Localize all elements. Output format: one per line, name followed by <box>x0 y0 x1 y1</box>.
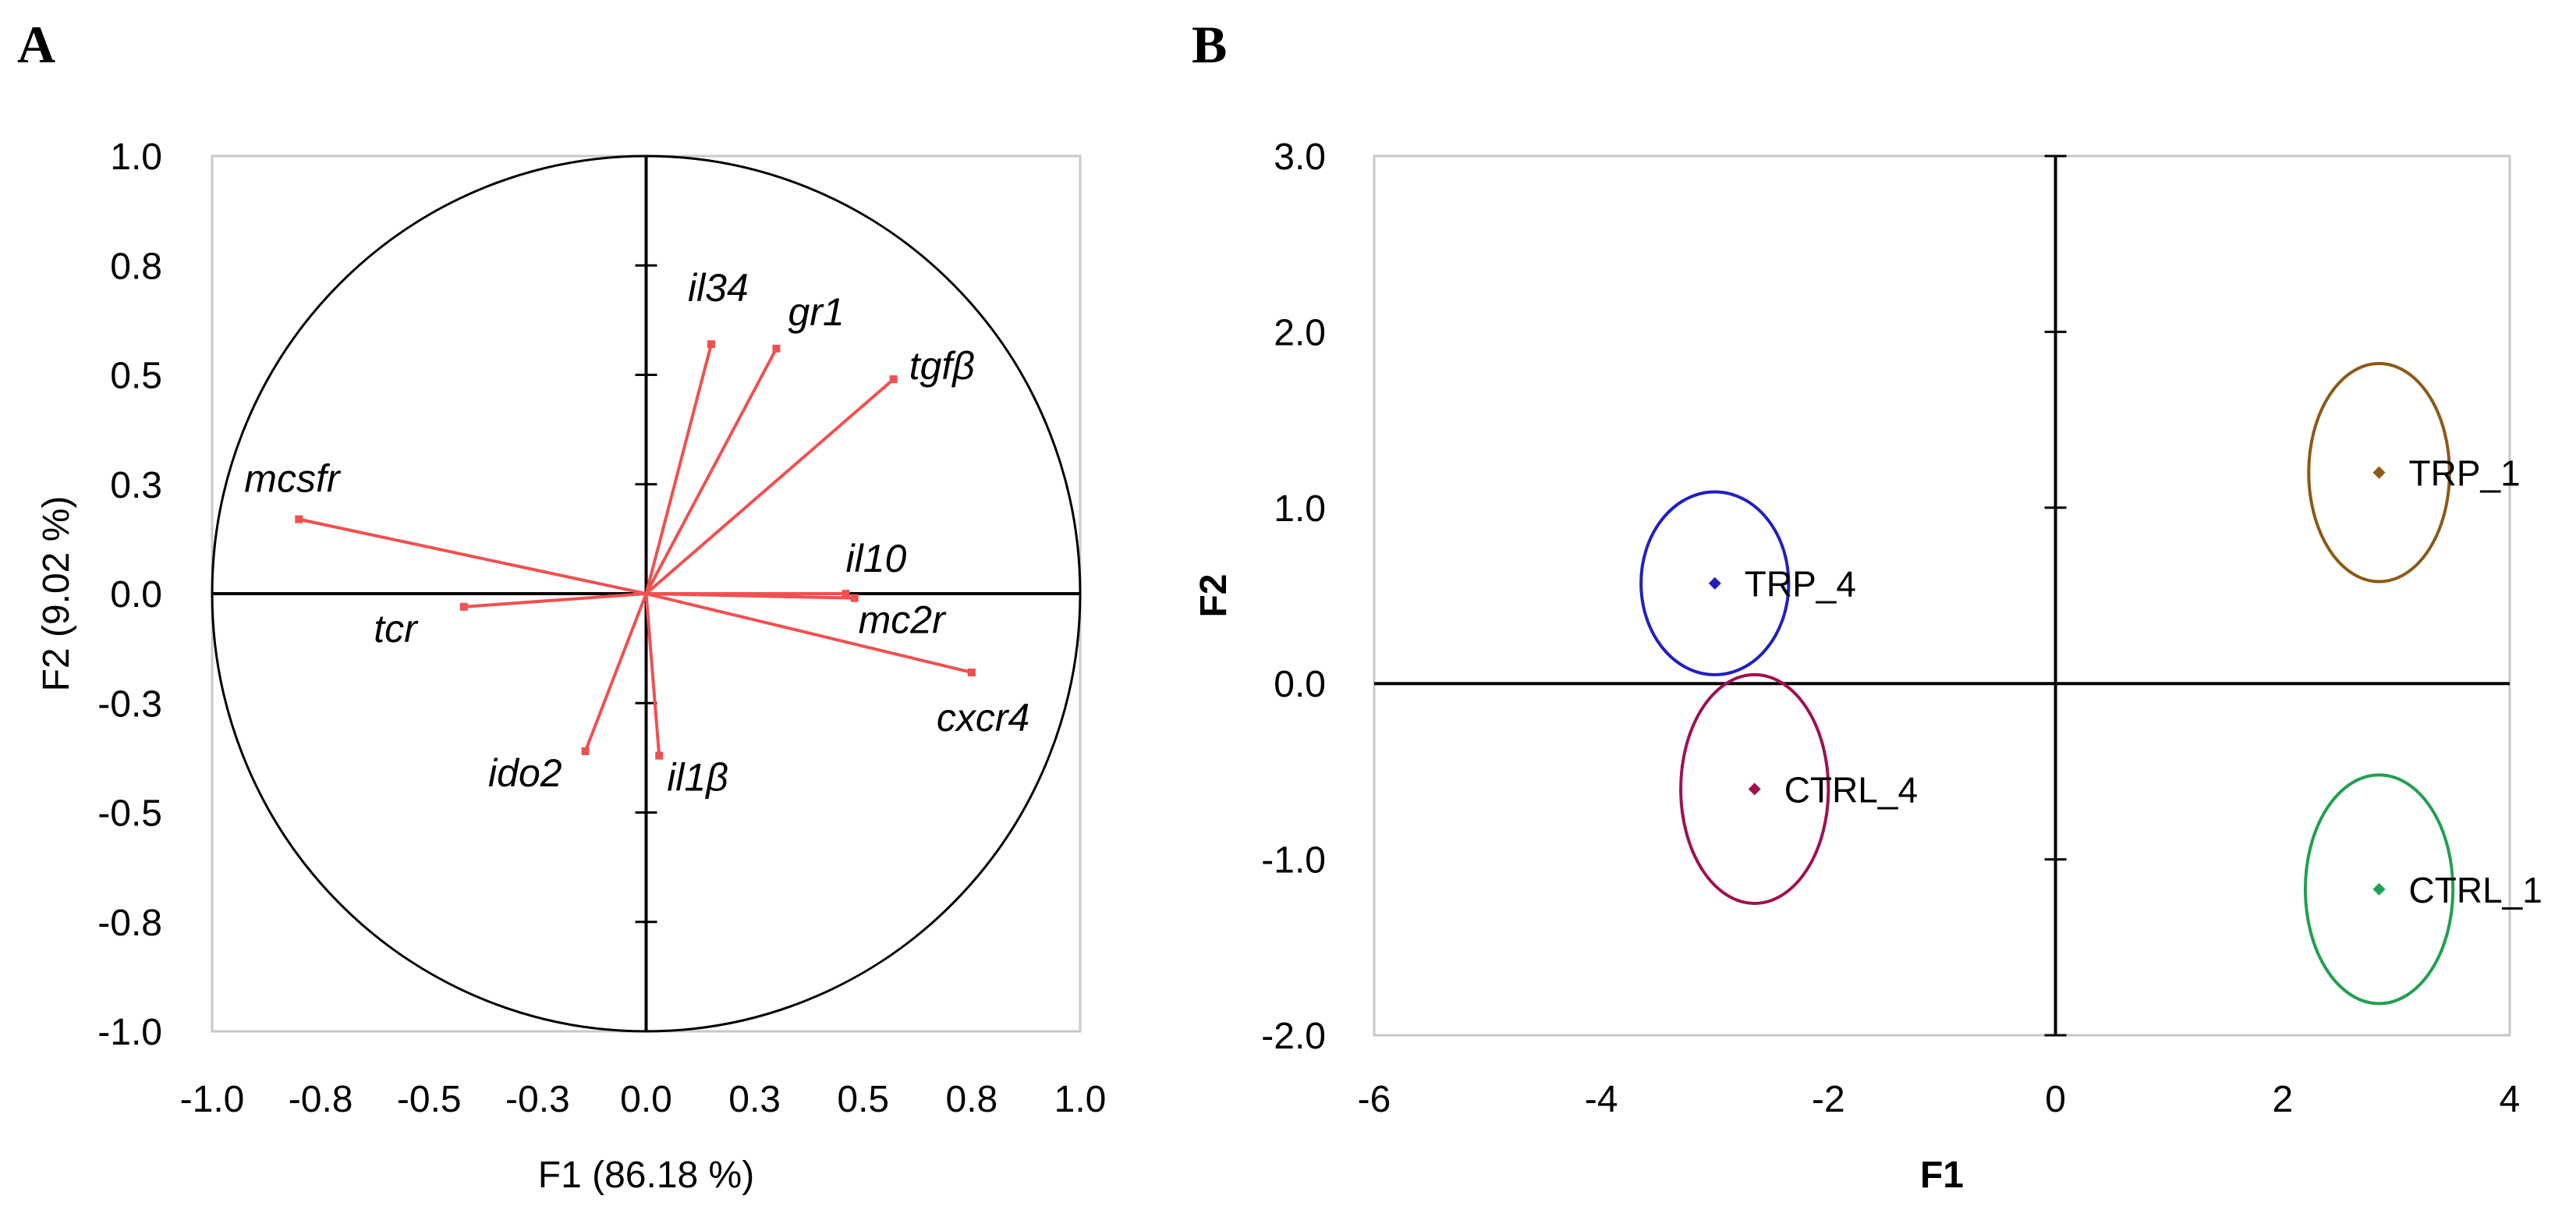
x-axis-title-b: F1 <box>1920 1155 1964 1196</box>
x-tick-label-a: 1.0 <box>1054 1079 1107 1120</box>
y-axis-title-b: F2 <box>1193 573 1235 617</box>
vector-label-2: tgfβ <box>909 344 975 388</box>
y-tick-label-a: -0.8 <box>97 903 162 944</box>
x-tick-label-a: 0.3 <box>728 1079 781 1120</box>
confidence-ellipse-0 <box>1639 490 1791 676</box>
group-label-0: TRP_4 <box>1745 564 1856 605</box>
y-tick-label-a: 0.3 <box>110 465 162 506</box>
y-tick-label-b: 0.0 <box>1274 664 1326 705</box>
x-tick-label-a: 0.8 <box>946 1079 998 1120</box>
vector-label-7: cxcr4 <box>937 696 1029 740</box>
y-tick-label-a: -0.3 <box>97 683 162 725</box>
vector-label-0: il34 <box>688 266 749 310</box>
confidence-ellipse-3 <box>2303 773 2455 1006</box>
x-tick-label-b: -4 <box>1585 1079 1618 1120</box>
score-plot-chart: -6 -4 -2 0 2 4 -2.0 -1.0 0.0 1.0 2.0 3.0 F1 F2 TRP_4 CT… <box>1193 137 2542 1196</box>
vector-1 <box>644 347 778 594</box>
vector-label-4: il10 <box>845 537 906 580</box>
vector-6 <box>646 592 855 600</box>
y-tick-label-a: 1.0 <box>110 137 162 178</box>
group-centroid-marker-2 <box>2372 466 2386 479</box>
vector-0 <box>644 343 713 594</box>
x-tick-label-a: -0.3 <box>505 1079 570 1120</box>
x-tick-label-b: -2 <box>1812 1079 1845 1120</box>
panel-b-letter: B <box>1192 15 1227 74</box>
vector-label-5: tcr <box>374 607 419 651</box>
y-tick-label-b: 2.0 <box>1274 312 1326 353</box>
y-tick-label-b: 3.0 <box>1274 137 1326 178</box>
vector-end-marker-9 <box>655 751 664 760</box>
group-centroid-marker-1 <box>1748 782 1761 796</box>
y-tick-label-a: 0.0 <box>110 574 162 616</box>
vector-label-1: gr1 <box>788 290 844 334</box>
x-tick-label-a: 0.0 <box>620 1079 672 1120</box>
x-tick-label-a: 0.5 <box>837 1079 889 1120</box>
y-tick-label-b: -2.0 <box>1261 1016 1326 1057</box>
x-axis-title-a: F1 (86.18 %) <box>538 1155 754 1196</box>
y-tick-label-a: -1.0 <box>97 1012 162 1053</box>
x-tick-label-b: 0 <box>2045 1079 2066 1120</box>
x-tick-label-a: -0.8 <box>289 1079 353 1120</box>
y-tick-label-a: 0.8 <box>110 246 162 287</box>
vector-5 <box>463 592 647 608</box>
group-label-2: TRP_1 <box>2409 453 2521 494</box>
vector-3 <box>298 517 647 595</box>
vector-end-marker-7 <box>967 668 976 676</box>
group-centroid-marker-3 <box>2372 882 2386 896</box>
vector-7 <box>646 592 973 674</box>
x-tick-label-a: -0.5 <box>397 1079 462 1120</box>
vector-label-3: mcsfr <box>244 457 342 501</box>
vector-9 <box>644 593 661 756</box>
vector-end-marker-6 <box>850 594 859 602</box>
vector-end-marker-1 <box>772 344 781 353</box>
x-tick-label-b: -6 <box>1358 1079 1391 1120</box>
vector-end-marker-0 <box>707 340 715 349</box>
vector-end-marker-5 <box>459 602 468 611</box>
group-label-3: CTRL_1 <box>2409 870 2542 910</box>
vector-label-6: mc2r <box>859 598 947 642</box>
y-axis-title-a: F2 (9.02 %) <box>36 496 77 692</box>
y-tick-label-b: -1.0 <box>1261 840 1326 882</box>
vector-end-marker-3 <box>295 515 303 523</box>
y-tick-label-a: 0.5 <box>110 356 162 397</box>
group-label-1: CTRL_4 <box>1784 769 1918 810</box>
x-tick-label-b: 2 <box>2272 1079 2293 1120</box>
x-tick-label-b: 4 <box>2500 1079 2521 1120</box>
y-tick-label-b: 1.0 <box>1274 488 1326 530</box>
y-tick-label-a: -0.5 <box>97 793 162 835</box>
vector-end-marker-4 <box>842 590 850 598</box>
vector-end-marker-8 <box>581 747 590 755</box>
confidence-ellipse-2 <box>2307 361 2451 584</box>
confidence-ellipse-1 <box>1679 672 1830 905</box>
plot-frame-b <box>1373 154 2511 1037</box>
x-tick-label-a: -1.0 <box>180 1079 245 1120</box>
vector-label-8: ido2 <box>488 751 562 795</box>
vector-8 <box>583 593 648 752</box>
group-centroid-marker-0 <box>1708 577 1721 590</box>
panel-a-letter: A <box>17 15 55 74</box>
vector-2 <box>645 378 895 595</box>
vector-end-marker-2 <box>889 375 898 384</box>
vector-label-9: il1β <box>667 756 728 800</box>
correlation-circle-chart: -1.0 -0.8 -0.5 -0.3 0.0 0.3 0.5 0.8 1.0 -1.0 -0.8 -… <box>36 137 1106 1196</box>
